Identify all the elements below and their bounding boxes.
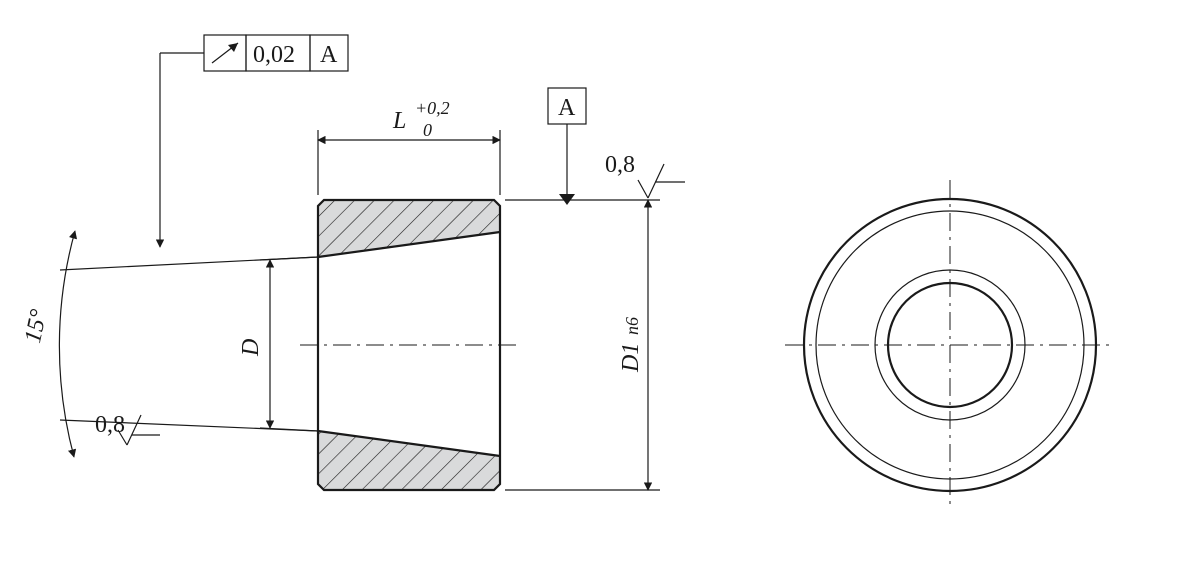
dim-D: D [238,257,318,431]
label-L-upper-tol: +0,2 [415,98,450,118]
svg-text:0,8: 0,8 [605,152,635,178]
label-L: L [392,108,406,134]
surface-finish-left: 0,8 [95,412,160,445]
dim-angle: 15° [20,231,75,457]
datum-A: A [548,88,586,205]
label-D1-fit: n6 [622,317,642,335]
label-D1: D1 [618,343,644,373]
label-L-lower-tol: 0 [423,120,432,140]
hatch-lower [318,431,500,490]
dim-D1: D1 n6 [505,200,660,490]
section-view [300,200,520,490]
label-D: D [238,339,264,357]
end-view [785,180,1115,510]
hatch-upper [318,200,500,257]
svg-text:A: A [558,95,576,121]
surface-finish-right: 0,8 [605,152,685,198]
gdnt-tol: 0,02 [253,42,295,68]
gdnt-datum: A [320,42,338,68]
dim-L: L +0,2 0 [318,98,500,195]
label-angle: 15° [20,307,53,346]
